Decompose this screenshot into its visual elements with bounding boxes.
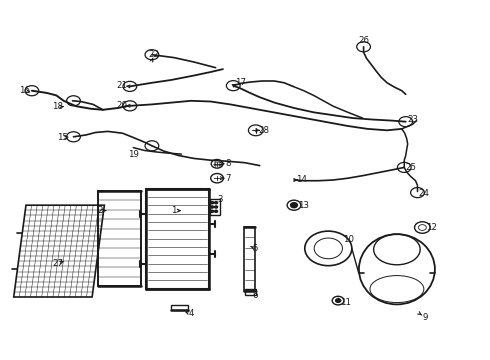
Text: 10: 10 [343,235,354,244]
Text: 4: 4 [188,309,194,318]
Text: 12: 12 [426,223,437,232]
Text: 20: 20 [116,102,127,110]
Circle shape [291,203,297,208]
Text: 18: 18 [52,102,63,111]
Text: 6: 6 [252,292,258,300]
Circle shape [215,210,218,212]
Text: 28: 28 [258,126,269,135]
Bar [244,227,255,291]
Text: 15: 15 [57,133,68,142]
Text: 3: 3 [218,195,223,204]
Text: 9: 9 [423,313,428,322]
Text: 21: 21 [116,81,127,90]
Text: 16: 16 [19,86,30,95]
Text: 7: 7 [225,174,231,183]
Bar [171,305,188,310]
Text: 17: 17 [235,77,245,86]
Circle shape [211,206,214,208]
Text: 8: 8 [225,159,231,168]
Text: 23: 23 [407,115,418,124]
Text: 5: 5 [252,244,258,253]
Text: 2: 2 [98,206,103,215]
Text: 14: 14 [296,175,307,184]
Bar [245,289,256,295]
Text: 22: 22 [149,50,160,59]
Text: 27: 27 [52,259,63,268]
Bar [210,199,220,215]
Circle shape [211,210,214,212]
Bar [98,191,141,286]
Circle shape [215,202,218,204]
Text: 1: 1 [171,206,177,215]
Text: 11: 11 [340,298,351,307]
Circle shape [215,206,218,208]
Text: 25: 25 [405,163,416,172]
Text: 24: 24 [418,189,429,198]
Text: 26: 26 [358,36,369,45]
Bar [146,189,209,289]
Circle shape [336,299,341,302]
Text: 19: 19 [128,150,139,158]
Text: 13: 13 [298,202,309,210]
Circle shape [211,202,214,204]
